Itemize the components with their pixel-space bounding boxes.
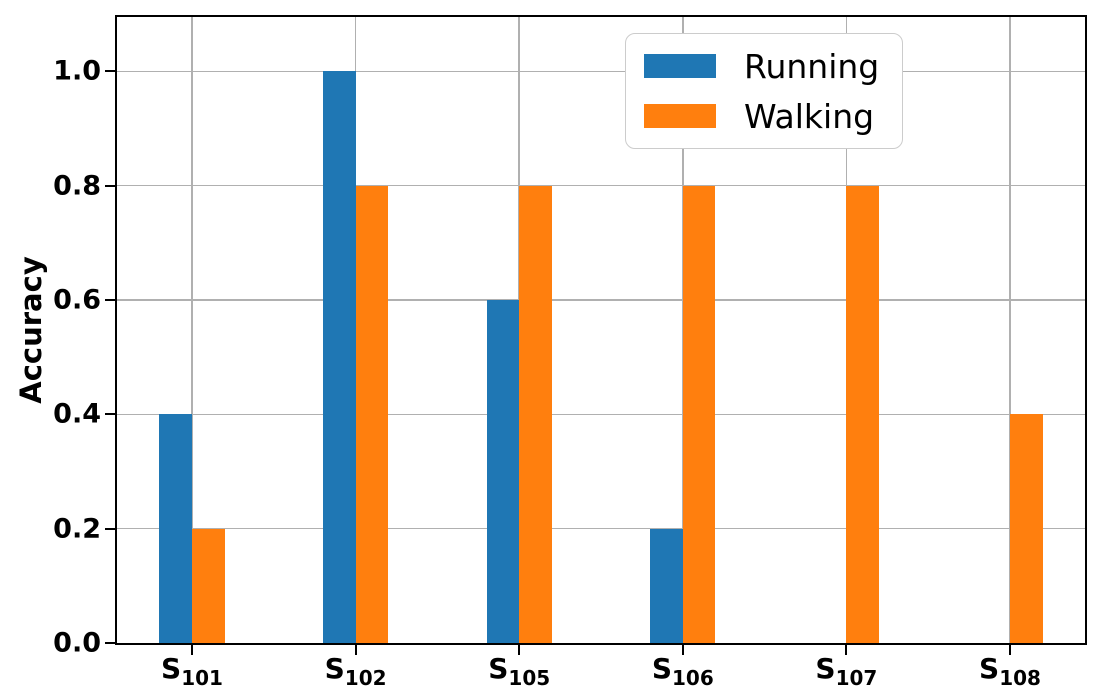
legend-swatch-running (644, 54, 716, 78)
x-tick-label: S108 (979, 652, 1041, 690)
bar-walking-s102 (355, 185, 389, 643)
bar-walking-s105 (519, 185, 552, 643)
x-tick (681, 645, 684, 655)
y-axis-label: Accuracy (14, 256, 48, 404)
v-gridline (1009, 17, 1011, 643)
v-gridline (191, 17, 193, 643)
x-tick-label: S101 (161, 652, 223, 690)
legend-item-running: Running (644, 45, 884, 87)
y-tick-label: 0.8 (53, 170, 101, 202)
x-tick (354, 645, 357, 655)
y-tick-label: 1.0 (53, 55, 101, 87)
y-tick-label: 0.0 (53, 627, 101, 659)
y-tick (105, 298, 115, 301)
bar-walking-s101 (192, 528, 225, 643)
y-tick-label: 0.2 (53, 513, 101, 545)
y-tick (105, 184, 115, 187)
x-tick (191, 645, 193, 655)
bar-running-s102 (322, 71, 356, 643)
x-tick-label: S105 (488, 652, 551, 690)
bar-running-s105 (486, 299, 520, 643)
x-tick (845, 645, 848, 655)
y-tick (105, 527, 115, 530)
x-tick (1009, 645, 1011, 655)
y-tick-label: 0.6 (53, 284, 101, 316)
h-gridline (117, 413, 1085, 416)
y-tick (105, 413, 115, 416)
legend-swatch-walking (644, 104, 716, 128)
y-tick-label: 0.4 (53, 398, 101, 430)
bar-walking-s108 (1010, 414, 1043, 643)
x-tick (518, 645, 521, 655)
h-gridline (117, 70, 1085, 73)
legend-item-walking: Walking (644, 95, 884, 137)
legend: Running Walking (625, 33, 903, 149)
plot-area (115, 15, 1087, 645)
x-tick-label: S107 (815, 652, 878, 690)
legend-label-walking: Walking (744, 96, 875, 136)
bar-walking-s107 (846, 185, 880, 643)
y-tick (105, 642, 115, 644)
legend-label-running: Running (744, 46, 880, 86)
h-gridline (117, 184, 1085, 187)
bar-running-s106 (650, 528, 683, 643)
x-tick-label: S102 (324, 652, 387, 690)
h-gridline (117, 299, 1085, 301)
x-tick-label: S106 (651, 652, 714, 690)
h-gridline (117, 527, 1085, 530)
bar-running-s101 (159, 414, 192, 643)
y-tick (105, 70, 115, 73)
bar-walking-s106 (682, 185, 716, 643)
